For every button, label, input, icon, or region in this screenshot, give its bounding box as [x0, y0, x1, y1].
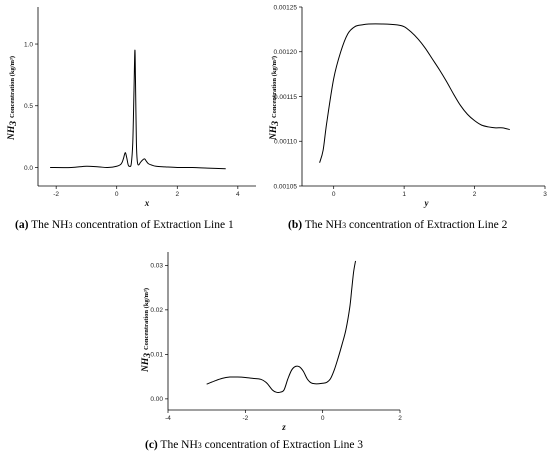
chart-panel-2: 0 1 2 3 0.00105 0.00110 0.00115 0.00120 0.00125 y…: [269, 4, 547, 231]
y-tick-label: 0.0: [24, 165, 33, 172]
x-tick-label: 3: [543, 191, 547, 198]
x-axis-label: y: [424, 198, 430, 208]
x-tick-label: -4: [165, 415, 171, 422]
y-tick-label: 1.0: [24, 41, 33, 48]
series-line: [206, 260, 357, 393]
y-axis-label: NH3Concentration (kg/m³): [141, 288, 153, 373]
x-tick-label: 0: [115, 191, 119, 198]
y-tick-label: 0.00110: [274, 139, 297, 146]
x-tick-label: 0: [332, 191, 336, 198]
series-line: [319, 23, 510, 163]
y-axis-label: NH3Concentration (kg/m³): [7, 56, 19, 141]
y-tick-label: 0.02: [150, 307, 163, 314]
x-tick-label: 1: [402, 191, 406, 198]
y-tick-label: 0.00: [150, 396, 163, 403]
chart-caption: (c) The NH3 concentration of Extraction …: [145, 439, 363, 451]
x-tick-label: -2: [53, 191, 59, 198]
y-tick-label: 0.00125: [274, 4, 298, 11]
x-axis-label: x: [144, 198, 150, 208]
y-tick-label: 0.00115: [274, 94, 297, 101]
chart-panel-3: -4 -2 0 2 0.00 0.01 0.02 0.03 z NH3Concentration …: [141, 252, 402, 451]
y-tick-label: 0.01: [150, 352, 163, 359]
series-line: [50, 49, 226, 170]
chart-panel-1: -2 0 2 4 0.0 0.5 1.0 x NH3Concentration (kg/m³) (…: [7, 7, 256, 231]
x-tick-label: 4: [236, 191, 240, 198]
x-axis-label: z: [281, 422, 286, 432]
y-tick-label: 0.5: [24, 103, 33, 110]
x-tick-label: 2: [398, 415, 402, 422]
y-tick-label: 0.00105: [274, 183, 298, 190]
x-tick-label: -2: [242, 415, 248, 422]
y-tick-label: 0.03: [150, 263, 163, 270]
chart-caption: (a) The NH3 concentration of Extraction …: [15, 219, 234, 231]
y-axis-label: NH3Concentration (kg/m³): [269, 56, 281, 141]
x-tick-label: 2: [473, 191, 477, 198]
chart-caption: (b) The NH3 concentration of Extraction …: [288, 219, 508, 231]
x-tick-label: 2: [175, 191, 179, 198]
x-tick-label: 0: [321, 415, 325, 422]
y-tick-label: 0.00120: [274, 49, 298, 56]
